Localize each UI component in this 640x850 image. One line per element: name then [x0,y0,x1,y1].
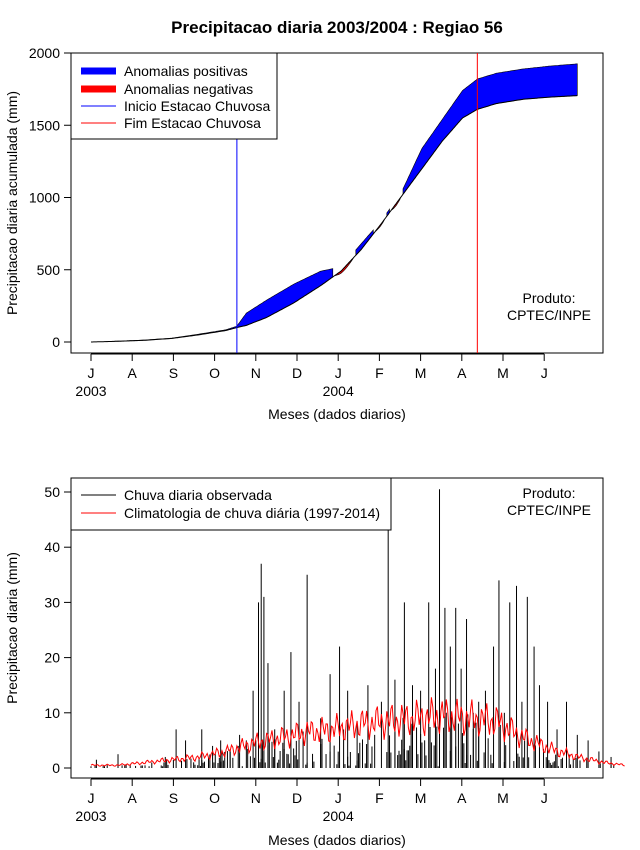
x-tick-label: J [88,790,95,806]
y-tick-label: 500 [37,262,61,278]
x-tick-label: A [457,790,467,806]
chart2-legend-box [70,477,392,531]
chart1-annotation-line2: CPTEC/INPE [507,307,591,323]
y-tick-label: 50 [44,484,60,500]
x-tick-label: J [335,365,342,381]
x-tick-label: M [497,365,509,381]
year-label: 2003 [75,383,106,399]
x-tick-label: D [292,365,302,381]
y-tick-label: 10 [44,705,60,721]
x-tick-label: M [415,365,427,381]
legend-entry-climatology: Climatologia de chuva diária (1997-2014) [124,505,380,521]
legend-entry-onset: Inicio Estacao Chuvosa [124,98,271,114]
chart2-marks [90,489,625,768]
x-tick-label: N [251,365,261,381]
positive-anomaly-area [355,229,374,257]
chart1-legend-box [70,52,278,140]
chart2-annotation-line2: CPTEC/INPE [507,502,591,518]
x-tick-label: M [497,790,509,806]
y-tick-label: 1500 [29,117,60,133]
x-tick-label: A [128,365,138,381]
x-tick-label: J [335,790,342,806]
x-tick-label: J [88,365,95,381]
legend-entry-observed: Chuva diaria observada [124,487,272,503]
legend-entry-positive: Anomalias positivas [124,63,248,79]
x-tick-label: F [375,365,384,381]
chart2-xlabel: Meses (dados diarios) [268,832,406,848]
x-tick-label: N [251,790,261,806]
x-tick-label: J [541,365,548,381]
y-tick-label: 40 [44,539,60,555]
chart2-axes: 0 10 20 30 40 50 J A S O N D J F M A M J 2003 2004 [44,484,547,824]
year-label: 2004 [323,383,354,399]
cumulative-climatology-line [91,95,578,343]
x-tick-label: S [169,365,178,381]
legend-entry-negative: Anomalias negativas [124,81,253,97]
x-tick-label: S [169,790,178,806]
y-tick-label: 0 [52,334,60,350]
chart1-xlabel: Meses (dados diarios) [268,406,406,422]
chart1-annotation-line1: Produto: [523,290,576,306]
y-tick-label: 0 [52,760,60,776]
positive-anomaly-area [105,268,334,342]
x-tick-label: A [457,365,467,381]
chart2-annotation-line1: Produto: [523,485,576,501]
chart1-ylabel: Precipitacao diaria acumulada (mm) [4,91,20,315]
x-tick-label: F [375,790,384,806]
y-tick-label: 2000 [29,45,60,61]
x-tick-label: J [541,790,548,806]
chart2-legend: Chuva diaria observada Climatologia de c… [70,477,392,531]
year-label: 2004 [323,808,354,824]
y-tick-label: 20 [44,650,60,666]
chart2-ylabel: Precipitacao diaria (mm) [4,552,20,704]
climatology-line [90,697,625,767]
y-tick-label: 30 [44,594,60,610]
x-tick-label: D [292,790,302,806]
legend-entry-end: Fim Estacao Chuvosa [124,115,261,131]
chart1-title: Precipitacao diaria 2003/2004 : Regiao 5… [171,18,503,37]
x-tick-label: O [209,790,220,806]
x-tick-label: M [415,790,427,806]
year-label: 2003 [75,808,106,824]
y-tick-label: 1000 [29,190,60,206]
chart1-legend: Anomalias positivas Anomalias negativas … [70,52,278,140]
x-tick-label: A [128,790,138,806]
chart1-marks [91,53,578,353]
positive-anomaly-area [402,63,578,196]
chart1-axes: 0 500 1000 1500 2000 J A S O N D J F M A M J 2003 2004 [29,45,548,399]
x-tick-label: O [209,365,220,381]
